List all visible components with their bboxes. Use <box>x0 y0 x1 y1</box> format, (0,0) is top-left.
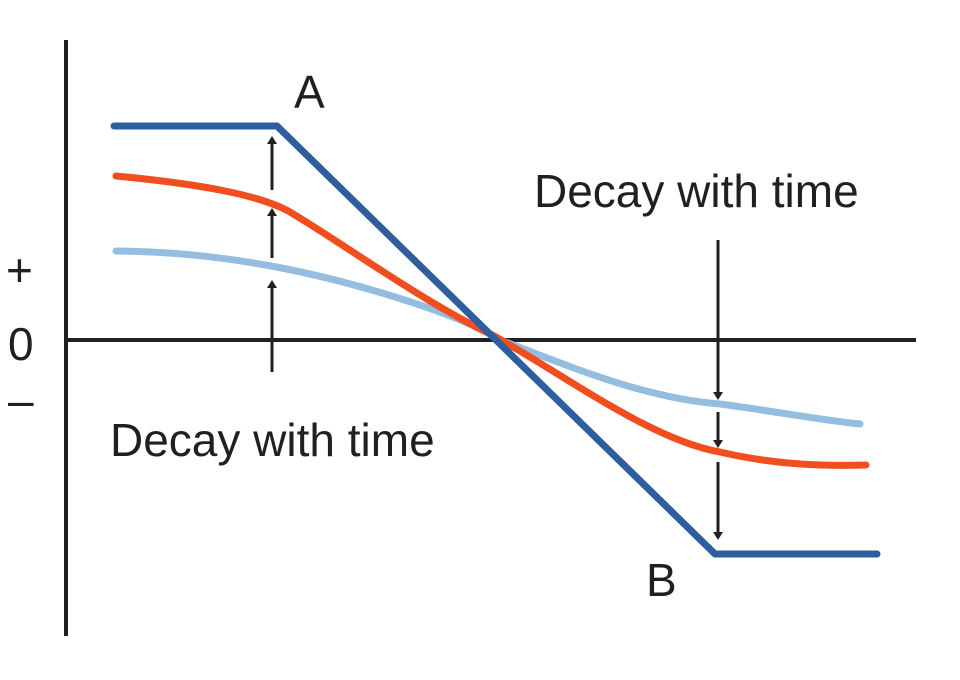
label-minus: – <box>8 374 34 426</box>
curve-initial <box>110 122 881 558</box>
label-point-a: A <box>294 66 325 118</box>
label-decay-upper: Decay with time <box>534 165 859 217</box>
curve-late <box>112 247 864 428</box>
label-plus: + <box>6 244 33 296</box>
label-zero: 0 <box>8 318 34 370</box>
label-decay-lower: Decay with time <box>110 414 435 466</box>
label-point-b: B <box>646 554 677 606</box>
